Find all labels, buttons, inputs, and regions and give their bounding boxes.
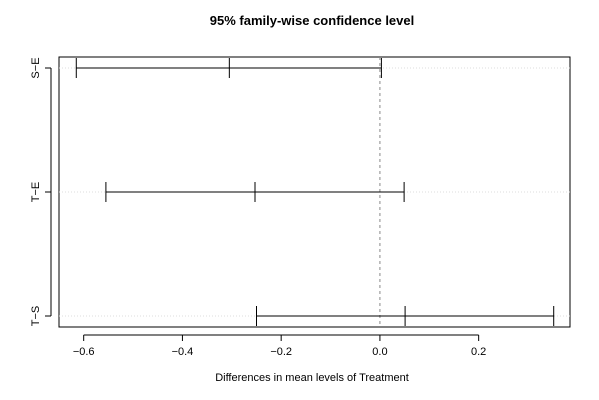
x-axis-label: Differences in mean levels of Treatment [215,372,409,384]
x-tick-label: −0.6 [73,346,95,358]
interval-se [75,58,382,78]
interval-te [105,182,405,202]
x-tick-label: 0.2 [471,346,486,358]
y-axis: S−E T−E T−S [30,57,52,326]
x-axis: −0.6 −0.4 −0.2 0.0 0.2 [73,334,486,358]
confidence-intervals [75,58,555,326]
interval-ts [255,306,555,326]
x-tick-label: 0.0 [372,346,387,358]
y-tick-label: T−E [30,182,42,202]
chart-title: 95% family-wise confidence level [210,13,414,28]
y-tick-label: T−S [30,306,42,326]
x-tick-label: −0.2 [270,346,292,358]
y-tick-label: S−E [30,57,42,78]
x-tick-label: −0.4 [172,346,194,358]
